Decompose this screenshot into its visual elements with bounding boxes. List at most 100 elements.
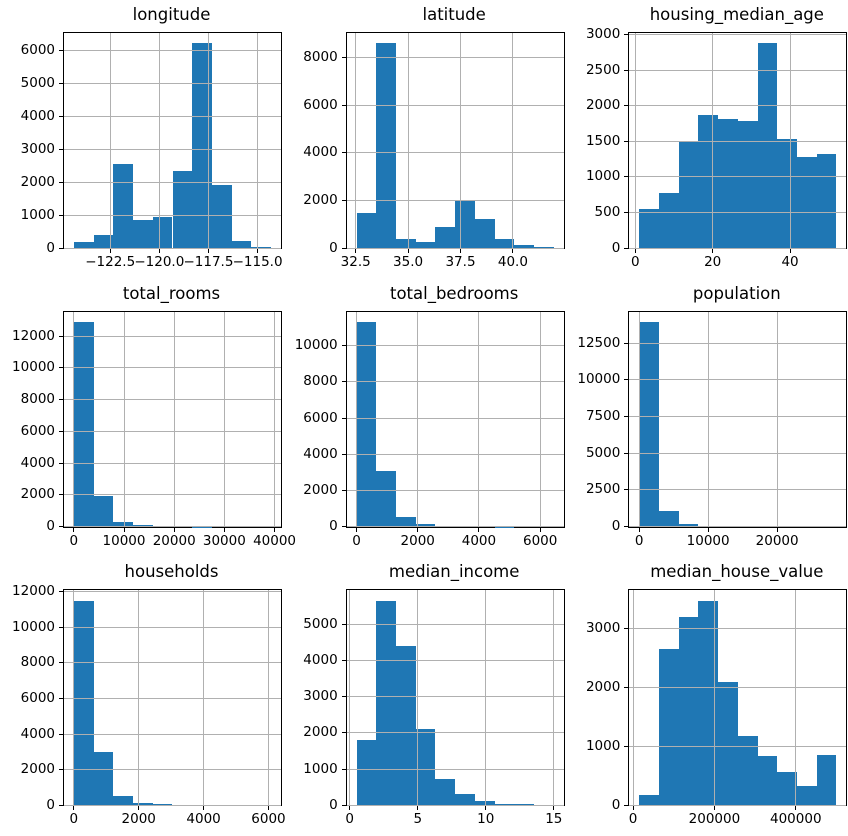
y-tick-label: 0: [46, 518, 55, 535]
x-tick-label: 40.0: [497, 254, 528, 270]
gridline-y: [346, 768, 564, 770]
x-tick-mark: [478, 527, 480, 532]
y-tick-mark: [624, 452, 629, 454]
gridline-y: [346, 804, 564, 806]
y-tick-mark: [59, 626, 63, 628]
y-tick-mark: [624, 34, 629, 36]
y-tick-label: 1000: [303, 760, 338, 777]
gridline-x: [634, 33, 636, 248]
gridline-y: [346, 247, 564, 249]
histogram-bar: [737, 121, 758, 248]
gridline-x: [712, 33, 714, 248]
gridline-y: [346, 381, 564, 383]
x-tick-mark: [553, 806, 555, 811]
y-tick-mark: [341, 152, 346, 154]
x-tick-mark: [73, 527, 75, 532]
gridline-x: [638, 311, 640, 527]
y-tick-label: 10000: [12, 618, 55, 635]
subplot-title: median_house_value: [650, 562, 824, 582]
gridline-y: [629, 211, 847, 213]
subplot-households: households 0 2000 4000 6000 0 2000 4000 6000 8000…: [0, 557, 286, 836]
gridline-y: [64, 526, 281, 528]
y-tick-mark: [341, 696, 346, 698]
x-tick-mark: [634, 249, 636, 253]
y-tick-mark: [341, 732, 346, 734]
y-tick-label: 8000: [20, 391, 55, 408]
y-tick-mark: [624, 176, 629, 178]
x-tick-label: 40: [781, 254, 799, 270]
histogram-bar: [133, 803, 153, 806]
x-tick-mark: [707, 527, 709, 532]
x-tick-label: 4000: [186, 811, 221, 828]
histogram-bar: [757, 756, 778, 806]
histogram-bar: [133, 220, 153, 248]
histogram-bar: [777, 139, 797, 248]
plot-area: [628, 589, 848, 807]
gridline-y: [64, 591, 281, 593]
y-tick-mark: [59, 494, 63, 496]
histogram-bar: [231, 241, 252, 248]
plot-area: [628, 32, 848, 249]
histogram-bar: [415, 729, 436, 806]
gridline-y: [346, 526, 564, 528]
x-tick-mark: [776, 527, 778, 532]
x-tick-label: 6000: [522, 532, 558, 549]
gridline-x: [257, 33, 259, 248]
y-tick-label: 8000: [303, 49, 338, 66]
histogram-bar: [152, 804, 173, 806]
subplot-total_rooms: total_rooms 0 10000 20000 30000 40000 0 2000 400…: [0, 279, 296, 558]
gridline-x: [274, 311, 276, 527]
y-tick-label: 4000: [303, 652, 338, 669]
histogram-bar: [192, 43, 212, 248]
plot-area: [345, 310, 565, 528]
gridline-x: [203, 590, 205, 806]
histogram-bar: [435, 525, 456, 527]
gridline-y: [64, 49, 281, 51]
y-tick-label: 5000: [20, 74, 55, 91]
subplot-median_income: median_income 0 5 10 15 0 1000 2000 3000 4000 5000: [283, 557, 566, 836]
x-tick-label: 20000: [152, 532, 196, 549]
gridline-y: [629, 745, 847, 747]
y-tick-label: 2000: [303, 724, 338, 741]
gridline-y: [346, 199, 564, 201]
histogram-bar: [113, 796, 134, 806]
gridline-y: [64, 697, 281, 699]
y-tick-mark: [341, 247, 346, 249]
gridline-y: [64, 214, 281, 216]
y-tick-label: 0: [329, 796, 338, 813]
gridline-y: [346, 623, 564, 625]
x-tick-mark: [713, 806, 715, 811]
histogram-bar: [93, 496, 114, 527]
x-tick-label: 2000: [400, 532, 435, 549]
gridline-x: [632, 590, 634, 806]
gridline-y: [64, 367, 281, 369]
x-tick-label: 0: [345, 811, 355, 828]
y-tick-mark: [341, 381, 346, 383]
y-tick-label: 4000: [20, 107, 55, 124]
gridline-y: [346, 345, 564, 347]
histogram-bar: [816, 754, 837, 806]
x-tick-label: 0: [634, 532, 644, 549]
y-tick-label: 2500: [585, 61, 621, 78]
histogram-bar: [211, 184, 232, 248]
histogram-bar: [356, 213, 377, 248]
histogram-bar: [133, 525, 153, 527]
y-tick-label: 12000: [12, 327, 55, 344]
y-tick-label: 5000: [585, 444, 621, 461]
histogram-bar: [395, 646, 416, 806]
x-tick-label: 5: [413, 811, 423, 828]
gridline-y: [64, 494, 281, 496]
gridline-y: [629, 379, 847, 381]
gridline-y: [629, 687, 847, 689]
y-tick-label: 6000: [303, 409, 338, 426]
gridline-y: [346, 417, 564, 419]
histogram-bar: [356, 321, 377, 527]
histogram-bar: [435, 778, 456, 806]
y-tick-mark: [624, 489, 629, 491]
histogram-bar: [376, 43, 396, 248]
gridline-y: [64, 148, 281, 150]
x-tick-mark: [158, 249, 160, 253]
x-tick-mark: [73, 806, 75, 811]
histogram-bar: [797, 156, 817, 248]
y-tick-label: 0: [329, 239, 338, 256]
